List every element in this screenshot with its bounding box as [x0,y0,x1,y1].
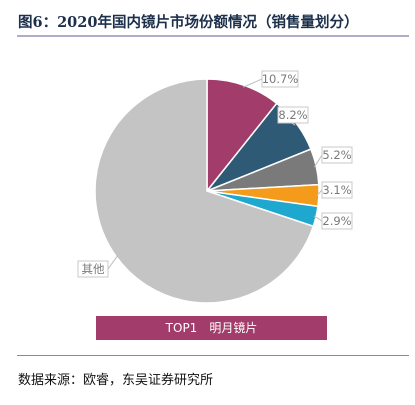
label-box-0 [261,70,299,88]
leader-line-0 [243,78,263,88]
leader-line-2 [313,154,323,168]
footer-divider [17,355,409,356]
pie-slice-0 [206,78,278,194]
title-divider [17,35,409,37]
label-box-4 [321,212,353,230]
label-box-1 [277,106,309,124]
data-label-0: 10.7% [262,72,299,86]
legend-top1: TOP1 明月镜片 [96,316,327,340]
label-box-2 [321,146,353,164]
data-label-2: 5.2% [322,148,351,162]
data-label-4: 2.9% [322,214,351,228]
leader-line-5 [107,255,119,270]
page-title: 图6：2020年国内镜片市场份额情况（销售量划分） [18,14,359,31]
leader-line-4 [313,215,323,222]
pie-slices [94,78,320,304]
leader-line-3 [316,189,323,196]
label-box-5 [77,260,109,278]
source-note: 数据来源：欧睿，东吴证券研究所 [18,373,214,388]
data-label-3: 3.1% [322,183,351,197]
data-label-1: 8.2% [278,108,307,122]
label-box-3 [321,181,353,199]
pie-labels: 10.7% 8.2% 5.2% 3.1% 2.9% 其他 [77,70,353,278]
pie-slice-5 [94,78,315,304]
data-label-5: 其他 [82,262,105,276]
